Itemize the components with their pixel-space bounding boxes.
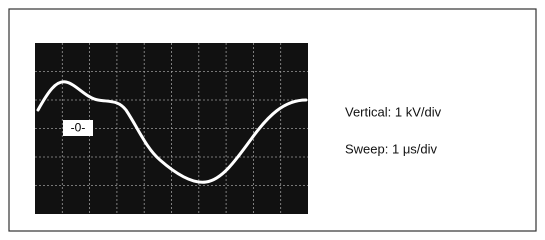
page: -0- Vertical: 1 kV/div Sweep: 1 μs/div (… (0, 0, 545, 240)
zero-marker: -0- (71, 121, 86, 135)
figure: -0- Vertical: 1 kV/div Sweep: 1 μs/div (0, 0, 545, 240)
vertical-scale: Vertical: 1 kV/div (345, 104, 442, 119)
sweep-scale: Sweep: 1 μs/div (345, 141, 438, 156)
